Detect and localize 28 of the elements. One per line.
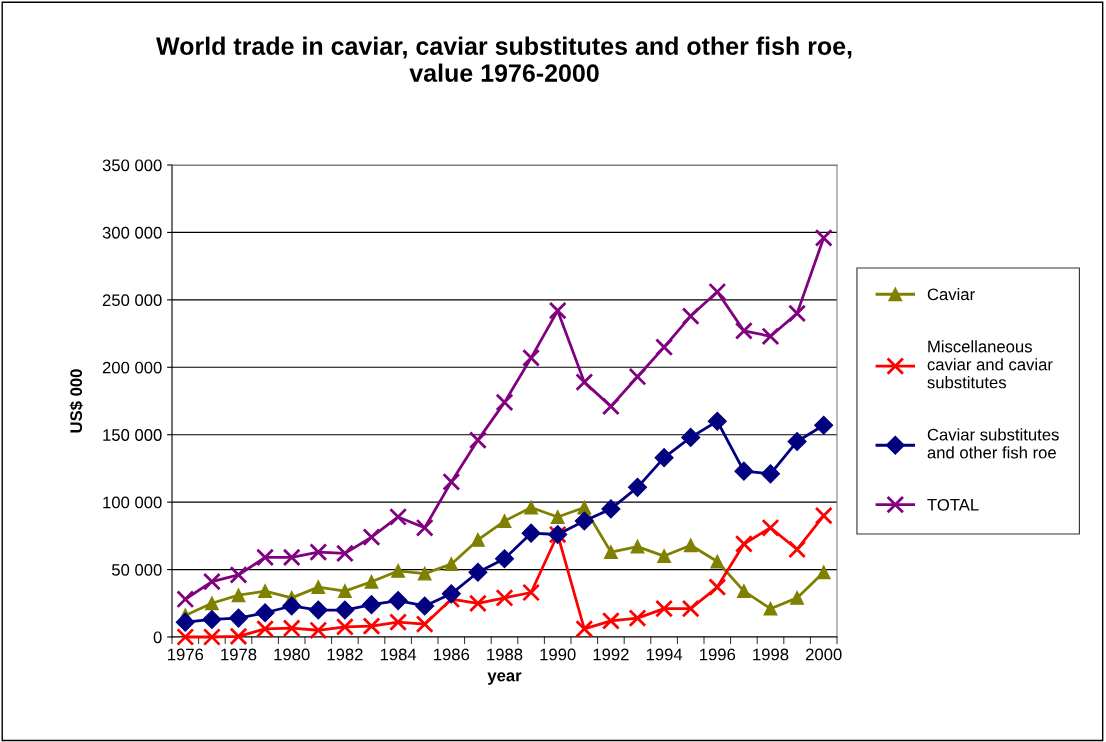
x-tick-label: 1986 [434,648,470,661]
y-tick-label: 0 [153,631,162,644]
x-tick-label: 1992 [593,648,629,661]
x-tick-label: 1990 [540,648,576,661]
y-tick-label: 50 000 [111,563,162,576]
legend-label: Miscellaneous caviar and caviar substitutes [927,340,1053,389]
x-tick-label: 1980 [274,648,310,661]
legend-label: Caviar substitutes and other fish roe [927,428,1059,459]
x-axis-title: year [487,672,522,685]
y-tick-label: 150 000 [103,429,162,441]
y-tick-label: 350 000 [102,159,162,172]
y-tick-label: 200 000 [102,361,162,374]
y-axis-title: US$ 000 [69,369,84,433]
chart-title: World trade in caviar, caviar substitutes and other fish roe, value 1976-2000 [156,36,852,82]
x-tick-label: 1998 [753,648,789,661]
y-tick-label: 300 000 [102,226,162,239]
x-tick-label: 1994 [646,648,683,661]
x-tick-label: 1984 [380,648,417,661]
legend-label: TOTAL [927,498,979,511]
x-tick-label: 1978 [221,648,257,661]
y-tick-label: 100 000 [103,496,162,509]
x-tick-label: 1988 [487,648,523,661]
legend-label: Caviar [927,288,975,301]
x-tick-label: 1996 [700,648,736,661]
x-tick-label: 1976 [168,648,204,661]
x-tick-label: 2000 [806,648,842,661]
x-tick-label: 1982 [327,648,363,661]
y-tick-label: 250 000 [102,294,162,307]
